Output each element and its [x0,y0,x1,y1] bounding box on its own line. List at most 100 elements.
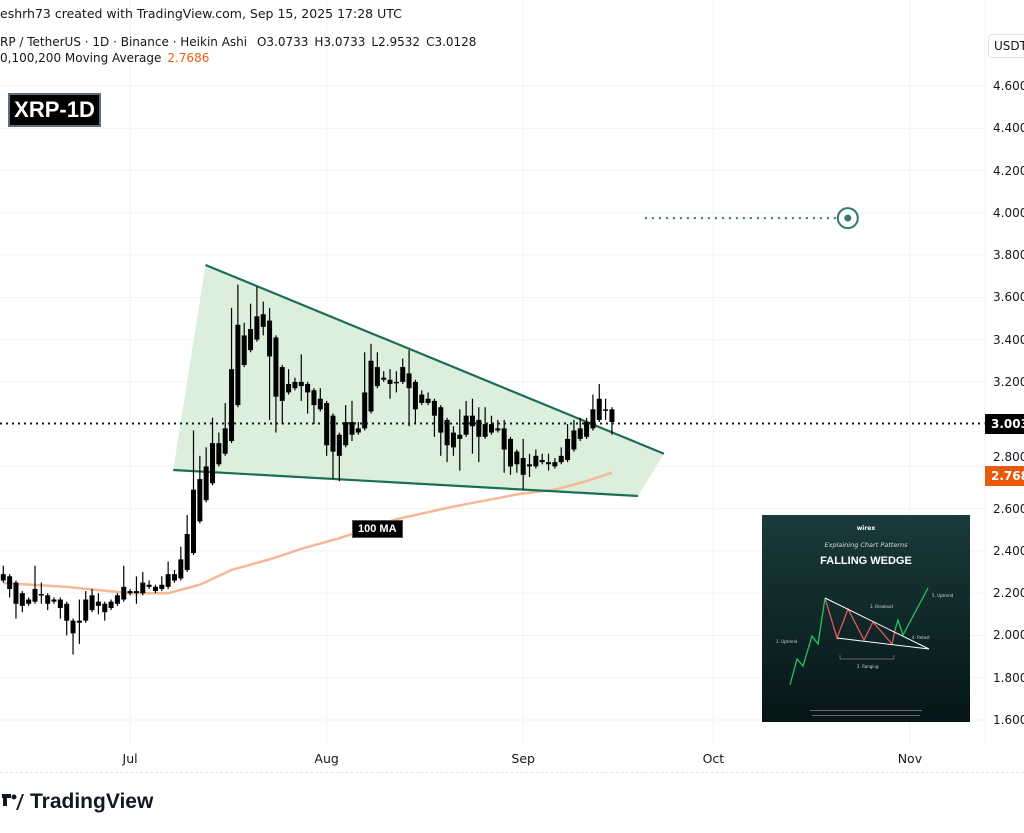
candle-body [425,398,431,403]
price-tick-label: 2.400 [993,543,1024,558]
candle-body [0,574,6,581]
chart-badge: XRP-1D [8,93,101,127]
candle-body [165,574,171,587]
candle-body [146,584,152,587]
candle-body [431,400,437,416]
inset-title: FALLING WEDGE [820,555,912,567]
wedge-fill [173,264,664,496]
candle-body [609,409,615,423]
inset-label-retest: 4. Retest [912,635,930,640]
candle-body [469,415,475,427]
candle-body [57,599,63,608]
candle-body [565,438,571,461]
candle-body [393,381,399,384]
candle-body [229,369,235,442]
candle-body [152,586,158,592]
candle-body [95,601,101,606]
price-tick-label: 1.600 [993,712,1024,727]
candle-body [590,409,596,429]
candle-body [374,367,380,387]
candle-body [349,422,355,435]
candle-body [311,390,317,406]
ma-price-tag: 2.768 [985,466,1024,486]
price-tick-label: 3.600 [993,290,1024,305]
candle-body [387,379,393,384]
candle-body [70,620,76,634]
price-tick-label: 3.400 [993,332,1024,347]
candle-body [362,392,368,429]
candle-body [254,316,260,340]
price-tick-label: 4.400 [993,121,1024,136]
ohlc-close: C3.0128 [426,35,477,49]
candle-body [539,460,545,463]
footer-divider [0,772,1024,773]
candle-body [102,603,108,613]
candle-body [171,574,177,581]
candle-body [305,383,311,393]
candle-body [444,419,450,446]
last-price-tag: 3.003 [985,414,1024,434]
symbol-info: RP / TetherUS · 1D · Binance · Heikin As… [0,35,482,49]
candle-body [343,422,349,446]
candle-body [197,479,203,522]
target-dot [844,214,852,222]
ohlc-low: L2.9532 [371,35,421,49]
candle-body [419,394,425,403]
candle-body [298,381,304,387]
candle-body [488,424,494,433]
candle-body [159,584,165,589]
candle-body [571,430,577,450]
candle-body [216,443,222,465]
candle-body [317,398,323,410]
ma-legend-label: 0,100,200 Moving Average [0,51,162,65]
candle-body [184,534,190,570]
tradingview-logo-icon [2,794,24,810]
candle-body [114,595,120,604]
candle-body [210,443,216,484]
candle-body [596,398,602,420]
candle-body [406,373,412,389]
candle-body [76,620,82,623]
candle-body [32,588,38,602]
candle-body [191,489,196,554]
chart-credit: eshrh73 created with TradingView.com, Se… [0,6,402,21]
price-tick-label: 3.800 [993,248,1024,263]
candle-body [19,593,25,606]
wedge-lower-trendline[interactable] [173,468,638,498]
candle-body [89,595,95,611]
candle-body [38,594,44,596]
candle-body [83,599,89,621]
candle-body [355,428,361,433]
candle-body [508,438,513,467]
price-tick-label: 2.600 [993,501,1024,516]
candle-body [279,367,285,401]
candle-body [133,591,139,594]
candle-body [140,582,146,594]
candle-body [292,381,298,389]
candle-body [222,428,228,454]
candle-body [482,424,488,437]
ma-legend-value: 2.7686 [167,51,210,65]
candle-body [324,402,330,446]
candle-body [203,466,209,501]
candle-body [121,586,127,600]
inset-label-uptrend-2: 5. Uptrend [932,593,954,598]
candle-body [108,601,114,608]
candle-body [235,324,241,406]
ma-annotation-label: 100 MA [352,520,403,538]
candle-body [584,422,590,437]
ma-100-line [3,471,613,595]
ma-legend[interactable]: 0,100,200 Moving Average 2.7686 [0,51,209,65]
candle-body [336,434,342,456]
candle-body [552,462,558,467]
candle-body [438,407,444,433]
time-tick-label: Aug [314,751,339,766]
time-tick-label: Nov [897,751,923,766]
candle-body [412,381,418,410]
candle-body [64,603,70,621]
tradingview-logo[interactable]: TradingView [2,790,153,814]
candle-body [368,360,374,412]
candle-body [178,559,184,579]
price-tick-label: 4.000 [993,205,1024,220]
currency-button[interactable]: USDT [988,34,1024,58]
